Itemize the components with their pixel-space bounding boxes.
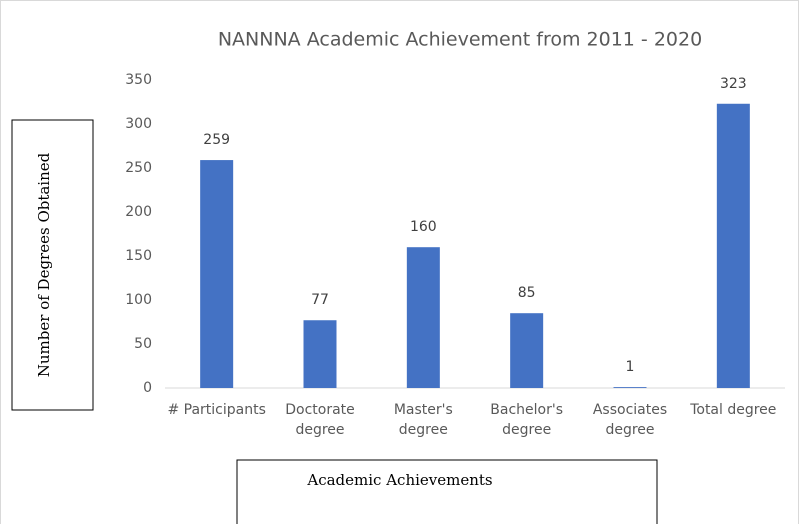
bar — [510, 313, 544, 388]
y-tick-label: 300 — [125, 116, 152, 132]
bar — [303, 320, 337, 388]
data-label: 259 — [203, 132, 230, 148]
x-tick-label: Doctorate degree — [285, 402, 355, 438]
data-label: 1 — [626, 359, 635, 375]
data-label: 160 — [410, 219, 437, 235]
bar — [200, 160, 234, 388]
data-label: 85 — [518, 285, 536, 301]
x-tick-label: Total degree — [690, 402, 777, 418]
y-tick-label: 0 — [143, 380, 152, 396]
x-tick-label: Bachelor's degree — [490, 402, 564, 438]
bar — [613, 387, 647, 388]
y-tick-label: 350 — [125, 72, 152, 88]
x-axis-label: Academic Achievements — [306, 471, 492, 489]
y-label-box — [11, 119, 94, 411]
y-tick-label: 100 — [125, 292, 152, 308]
x-label-box — [236, 459, 658, 524]
chart-title: NANNNA Academic Achievement from 2011 - … — [218, 29, 702, 51]
y-axis-label: Number of Degrees Obtained — [35, 152, 53, 377]
y-tick-label: 150 — [125, 248, 152, 264]
y-tick-label: 200 — [125, 204, 152, 220]
data-label: 323 — [720, 76, 747, 92]
bar — [406, 247, 440, 388]
x-tick-label: Associates degree — [592, 402, 668, 438]
y-tick-label: 50 — [134, 336, 152, 352]
bar — [716, 103, 750, 388]
x-tick-label: Master's degree — [393, 402, 453, 438]
x-tick-label: # Participants — [167, 402, 266, 418]
data-label: 77 — [311, 292, 329, 308]
y-tick-label: 250 — [125, 160, 152, 176]
